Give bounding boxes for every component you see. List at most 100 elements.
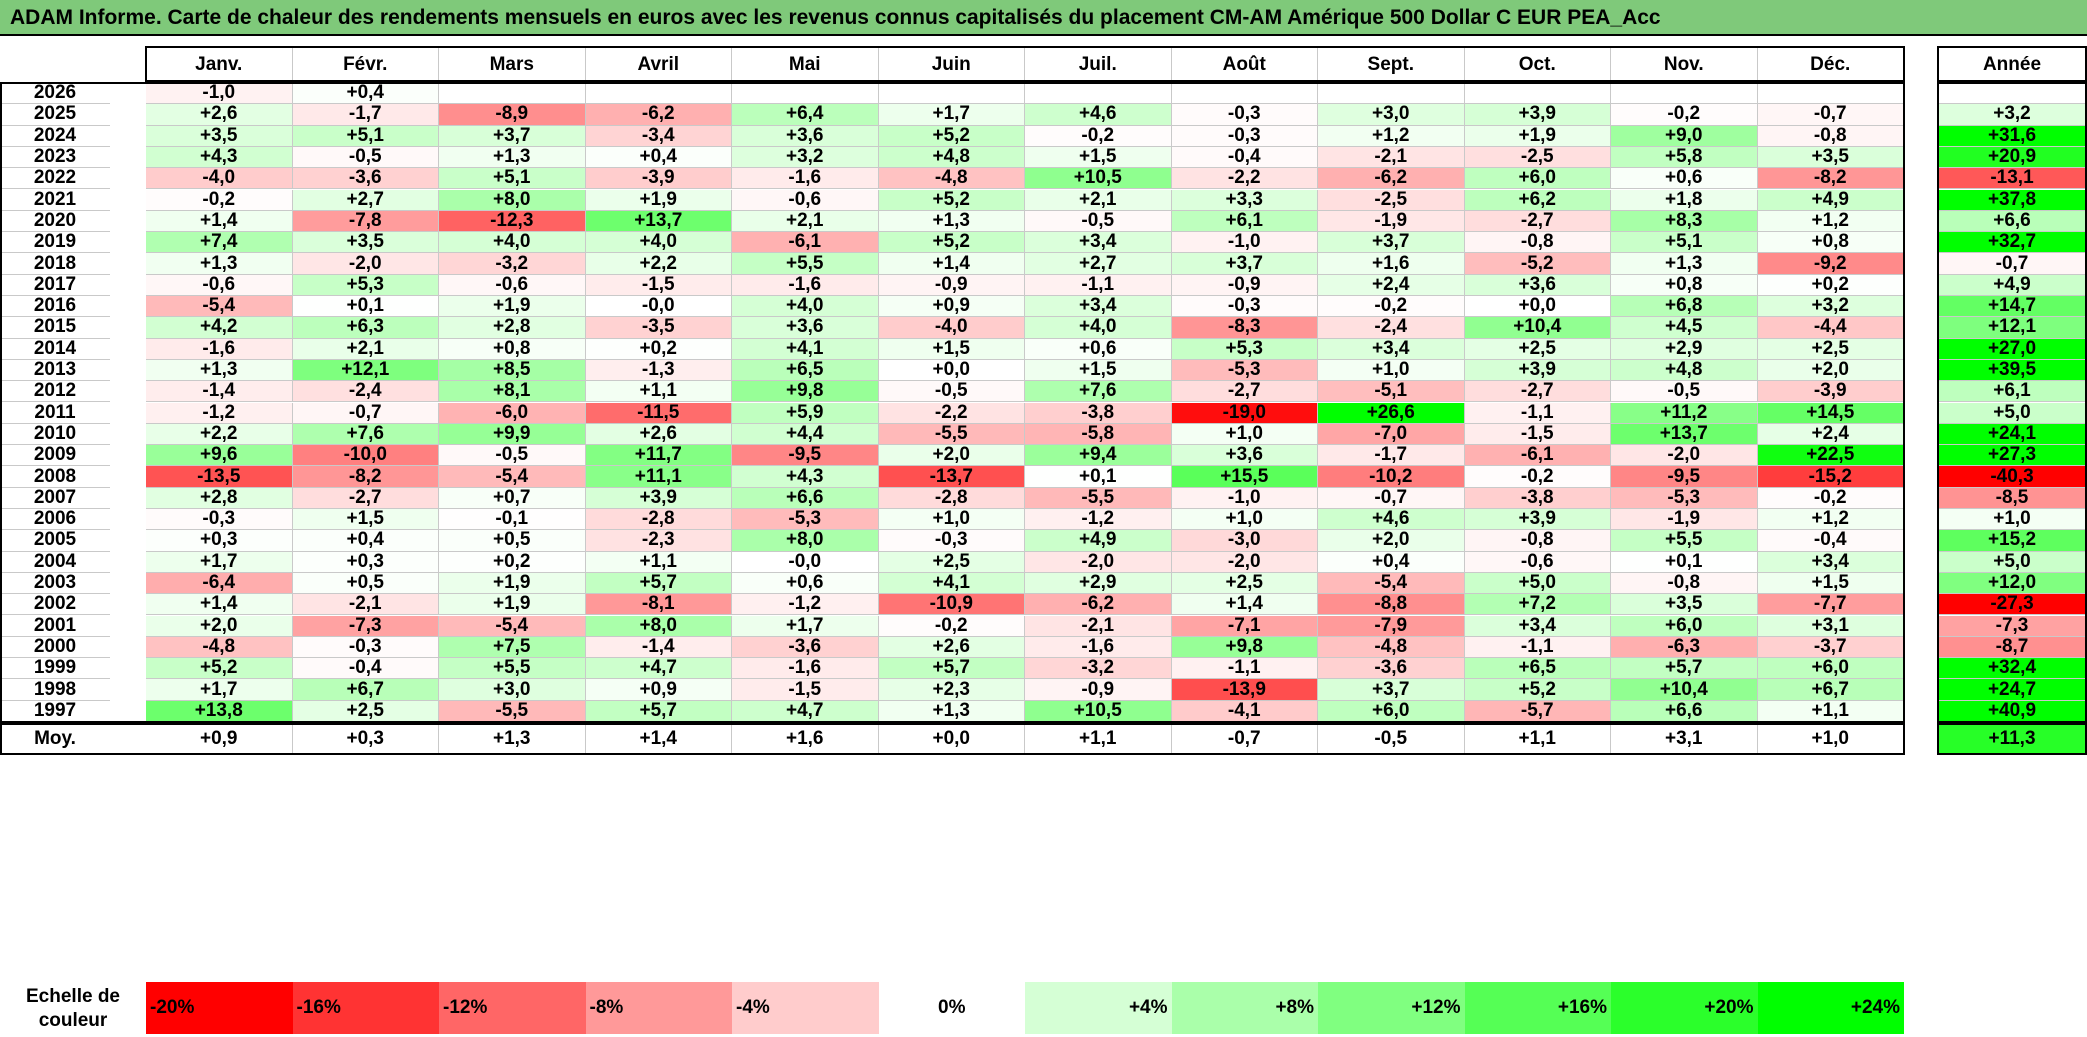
heatmap-cell: -8,2 bbox=[1757, 167, 1904, 190]
heatmap-cell: -5,1 bbox=[1318, 380, 1465, 403]
heatmap-cell: +6,0 bbox=[1757, 657, 1904, 680]
heatmap-cell: -5,5 bbox=[1025, 487, 1172, 509]
annual-cell: +24,7 bbox=[1938, 679, 2087, 701]
heatmap-cell: +5,1 bbox=[1611, 231, 1758, 254]
month-header: Juin bbox=[878, 48, 1025, 82]
heatmap-cell: -8,2 bbox=[292, 466, 439, 488]
heatmap-cell: -1,0 bbox=[1171, 231, 1318, 254]
annual-cell: +12,1 bbox=[1938, 316, 2087, 339]
heatmap-cell: +1,5 bbox=[878, 338, 1025, 360]
annual-cell: +6,1 bbox=[1938, 380, 2087, 403]
heatmap-cell: +4,4 bbox=[732, 423, 879, 446]
heatmap-cell: -4,8 bbox=[878, 167, 1025, 190]
heatmap-cell: +6,5 bbox=[732, 359, 879, 382]
heatmap-cell: -1,2 bbox=[146, 402, 293, 424]
heatmap-cell: -0,9 bbox=[878, 274, 1025, 296]
annual-cell: -7,3 bbox=[1938, 615, 2087, 637]
heatmap-cell: +26,6 bbox=[1318, 402, 1465, 424]
heatmap-cell: -5,2 bbox=[1464, 253, 1611, 275]
heatmap-cell: -0,7 bbox=[1757, 103, 1904, 126]
heatmap-cell: -10,9 bbox=[878, 593, 1025, 616]
month-header: Août bbox=[1171, 48, 1318, 82]
heatmap-cell: +2,9 bbox=[1025, 572, 1172, 595]
heatmap-cell: +6,7 bbox=[292, 679, 439, 701]
heatmap-cell: +2,4 bbox=[1757, 423, 1904, 446]
color-scale-swatch: -8% bbox=[585, 982, 732, 1034]
heatmap-cell bbox=[1611, 83, 1758, 105]
average-annual-cell: +11,3 bbox=[1938, 724, 2087, 754]
heatmap-cell: -10,2 bbox=[1318, 466, 1465, 488]
heatmap-cell: -2,7 bbox=[292, 487, 439, 509]
heatmap-cell: +5,2 bbox=[878, 189, 1025, 211]
heatmap-cell: -3,7 bbox=[1757, 636, 1904, 659]
year-label: 2009 bbox=[0, 444, 110, 467]
heatmap-cell: +6,7 bbox=[1757, 679, 1904, 701]
heatmap-cell: +11,2 bbox=[1611, 402, 1758, 424]
heatmap-cell: +2,7 bbox=[292, 189, 439, 211]
heatmap-cell: +2,5 bbox=[1757, 338, 1904, 360]
heatmap-cell: -1,1 bbox=[1464, 636, 1611, 659]
heatmap-cell: -12,3 bbox=[439, 210, 586, 233]
heatmap-cell: +10,4 bbox=[1611, 679, 1758, 701]
heatmap-cell: +6,4 bbox=[732, 103, 879, 126]
annual-cell: -13,1 bbox=[1938, 167, 2087, 190]
heatmap-cell: -0,4 bbox=[292, 657, 439, 680]
heatmap-cell: -1,6 bbox=[146, 338, 293, 360]
heatmap-cell: +5,7 bbox=[1611, 657, 1758, 680]
year-column-header: Année bbox=[1938, 48, 2087, 82]
heatmap-cell: +0,1 bbox=[1025, 466, 1172, 488]
heatmap-cell: -2,7 bbox=[1464, 210, 1611, 233]
average-label: Moy. bbox=[0, 724, 110, 754]
heatmap-cell: +1,9 bbox=[439, 572, 586, 595]
heatmap-cell: -6,2 bbox=[585, 103, 732, 126]
heatmap-cell: +3,7 bbox=[1318, 679, 1465, 701]
month-header: Sept. bbox=[1318, 48, 1465, 82]
heatmap-cell: +11,7 bbox=[585, 444, 732, 467]
average-cell: +1,0 bbox=[1757, 724, 1904, 754]
year-label: 2020 bbox=[0, 210, 110, 233]
heatmap-cell: -0,3 bbox=[292, 636, 439, 659]
heatmap-cell: +3,4 bbox=[1318, 338, 1465, 360]
annual-cell: +37,8 bbox=[1938, 189, 2087, 211]
heatmap-cell: +3,0 bbox=[1318, 103, 1465, 126]
heatmap-cell: +3,6 bbox=[1464, 274, 1611, 296]
heatmap-cell: -9,5 bbox=[1611, 466, 1758, 488]
heatmap-cell: -0,5 bbox=[292, 146, 439, 169]
heatmap-cell: +4,3 bbox=[732, 466, 879, 488]
heatmap-cell: +3,4 bbox=[1464, 615, 1611, 637]
heatmap-cell: +2,1 bbox=[1025, 189, 1172, 211]
heatmap-cell: +2,1 bbox=[732, 210, 879, 233]
year-label: 2002 bbox=[0, 593, 110, 616]
year-label: 2004 bbox=[0, 551, 110, 573]
heatmap-cell: -0,3 bbox=[1171, 103, 1318, 126]
heatmap-cell: +1,6 bbox=[1318, 253, 1465, 275]
heatmap-cell: +3,5 bbox=[146, 125, 293, 147]
heatmap-cell: +5,3 bbox=[1171, 338, 1318, 360]
heatmap-cell: +0,3 bbox=[292, 551, 439, 573]
year-label: 2011 bbox=[0, 402, 110, 424]
heatmap-cell: +3,9 bbox=[1464, 508, 1611, 531]
color-scale-swatch: -16% bbox=[292, 982, 439, 1034]
heatmap-cell: +0,9 bbox=[878, 295, 1025, 318]
month-header: Janv. bbox=[146, 48, 293, 82]
heatmap-cell: +8,5 bbox=[439, 359, 586, 382]
heatmap-cell: +2,0 bbox=[146, 615, 293, 637]
heatmap-cell: +3,6 bbox=[732, 125, 879, 147]
heatmap-cell: +0,2 bbox=[439, 551, 586, 573]
year-label: 1997 bbox=[0, 700, 110, 722]
heatmap-cell: -8,1 bbox=[585, 593, 732, 616]
heatmap-cell: -8,3 bbox=[1171, 316, 1318, 339]
annual-cell: -40,3 bbox=[1938, 466, 2087, 488]
annual-cell: +39,5 bbox=[1938, 359, 2087, 382]
heatmap-cell: +1,4 bbox=[1171, 593, 1318, 616]
annual-cell: -8,7 bbox=[1938, 636, 2087, 659]
heatmap-cell: +3,5 bbox=[1757, 146, 1904, 169]
heatmap-cell: +5,2 bbox=[146, 657, 293, 680]
heatmap-cell: +3,9 bbox=[1464, 103, 1611, 126]
heatmap-cell: -1,6 bbox=[732, 274, 879, 296]
heatmap-cell: -0,0 bbox=[732, 551, 879, 573]
heatmap-cell: -1,1 bbox=[1464, 402, 1611, 424]
heatmap-cell: +1,9 bbox=[439, 593, 586, 616]
heatmap-cell: +5,7 bbox=[585, 572, 732, 595]
heatmap-cell: +9,8 bbox=[1171, 636, 1318, 659]
